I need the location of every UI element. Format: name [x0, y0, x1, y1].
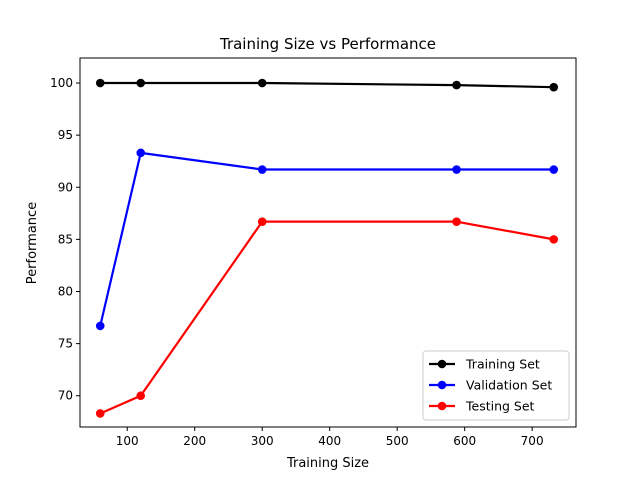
- y-axis-label: Performance: [25, 202, 40, 284]
- plot-area: [95, 78, 559, 418]
- series-training-set: [95, 78, 559, 92]
- x-tick-label: 700: [521, 434, 544, 448]
- legend-swatch-marker: [437, 401, 447, 411]
- data-point-training-set: [452, 80, 461, 90]
- data-point-validation-set: [257, 165, 267, 174]
- series-validation-set: [95, 148, 559, 331]
- data-point-training-set: [136, 78, 146, 88]
- legend-label: Training Set: [465, 357, 540, 372]
- y-tick-label: 100: [50, 76, 73, 90]
- y-axis-ticks: 70 75 80 85 90 95 100: [50, 76, 80, 403]
- plot-frame: [79, 57, 577, 428]
- legend-frame: [422, 350, 570, 421]
- x-tick-label: 100: [116, 434, 139, 448]
- data-point-validation-set: [549, 165, 559, 174]
- legend-item-validation-set: Validation Set: [429, 378, 552, 393]
- x-axis-label: Training Size: [286, 456, 369, 471]
- x-tick-label: 500: [386, 434, 409, 448]
- data-point-validation-set: [95, 321, 105, 331]
- data-point-training-set: [95, 78, 105, 88]
- data-point-validation-set: [452, 165, 461, 174]
- y-tick-label: 75: [58, 337, 73, 351]
- y-tick-label: 70: [58, 389, 73, 403]
- data-point-training-set: [257, 78, 267, 88]
- data-point-training-set: [549, 82, 559, 92]
- y-tick-label: 85: [58, 232, 73, 246]
- legend-item-training-set: Training Set: [429, 357, 540, 372]
- legend-label: Validation Set: [466, 378, 552, 393]
- series-testing-set: [95, 217, 559, 418]
- data-point-testing-set: [136, 391, 146, 401]
- chart-title: Training Size vs Performance: [219, 35, 436, 53]
- legend-swatch-marker: [437, 359, 447, 369]
- data-point-testing-set: [452, 217, 461, 226]
- x-tick-label: 300: [251, 434, 274, 448]
- y-tick-label: 95: [58, 128, 73, 142]
- x-tick-label: 200: [183, 434, 206, 448]
- data-point-validation-set: [136, 148, 146, 158]
- x-tick-label: 600: [453, 434, 476, 448]
- legend-item-testing-set: Testing Set: [429, 399, 535, 414]
- x-axis-ticks: 100 200 300 400 500 600 700: [116, 427, 544, 448]
- data-point-testing-set: [549, 235, 559, 244]
- legend-swatch-marker: [437, 380, 447, 390]
- data-point-testing-set: [257, 217, 267, 226]
- legend-label: Testing Set: [465, 399, 535, 414]
- legend: Training Set Validation Set Testing Set: [422, 350, 570, 421]
- x-tick-label: 400: [318, 434, 341, 448]
- data-point-testing-set: [95, 409, 105, 418]
- y-tick-label: 80: [58, 284, 73, 298]
- y-tick-label: 90: [58, 180, 73, 194]
